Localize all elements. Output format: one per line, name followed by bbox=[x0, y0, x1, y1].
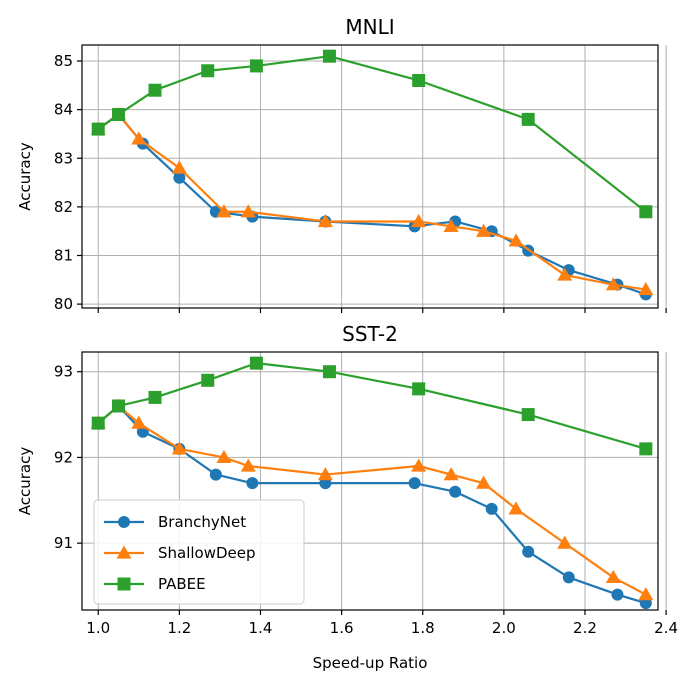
data-point-shallowdeep bbox=[605, 569, 621, 584]
data-point-shallowdeep bbox=[557, 267, 573, 281]
y-tick-label: 91 bbox=[54, 534, 73, 552]
data-point-shallowdeep bbox=[317, 213, 333, 228]
x-tick-label: 1.4 bbox=[249, 619, 273, 637]
x-axis-label: Speed-up Ratio bbox=[313, 654, 428, 672]
legend-label-shallowdeep: ShallowDeep bbox=[158, 544, 256, 562]
data-point-shallowdeep bbox=[638, 282, 654, 296]
data-point-shallowdeep bbox=[240, 458, 256, 472]
data-point-pabee bbox=[322, 49, 336, 63]
y-tick-label: 93 bbox=[54, 363, 73, 381]
legend-marker-pabee bbox=[117, 577, 131, 591]
data-point-pabee bbox=[112, 108, 126, 122]
y-axis-label: Accuracy bbox=[16, 447, 34, 516]
legend-label-branchynet: BranchyNet bbox=[158, 513, 246, 531]
y-tick-label: 82 bbox=[54, 198, 73, 216]
data-point-shallowdeep bbox=[317, 467, 333, 481]
data-point-pabee bbox=[322, 365, 336, 379]
series-line-branchynet bbox=[97, 404, 647, 605]
data-point-shallowdeep bbox=[171, 441, 187, 455]
x-tick-label: 2.0 bbox=[492, 619, 516, 637]
data-point-shallowdeep bbox=[240, 204, 256, 218]
data-point-pabee bbox=[639, 442, 653, 456]
data-point-branchynet bbox=[209, 468, 222, 481]
x-tick-label: 2.4 bbox=[654, 619, 678, 637]
data-point-branchynet bbox=[408, 477, 421, 490]
data-point-shallowdeep bbox=[171, 160, 187, 174]
data-point-branchynet bbox=[522, 545, 535, 558]
data-point-shallowdeep bbox=[411, 458, 427, 472]
data-point-pabee bbox=[521, 112, 535, 126]
data-point-pabee bbox=[148, 390, 162, 404]
data-point-shallowdeep bbox=[131, 415, 147, 429]
legend-label-pabee: PABEE bbox=[158, 575, 206, 593]
data-point-pabee bbox=[148, 83, 162, 97]
chart-title: SST-2 bbox=[342, 322, 398, 346]
data-point-pabee bbox=[112, 399, 126, 413]
y-tick-label: 85 bbox=[54, 52, 73, 70]
legend-marker-shallowdeep bbox=[116, 545, 132, 559]
chart-title: MNLI bbox=[345, 15, 394, 39]
series-line-branchynet bbox=[97, 113, 647, 296]
y-tick-label: 84 bbox=[54, 101, 73, 119]
data-point-shallowdeep bbox=[216, 449, 232, 464]
data-point-pabee bbox=[201, 373, 215, 387]
y-tick-label: 92 bbox=[54, 448, 73, 466]
data-point-shallowdeep bbox=[557, 535, 573, 549]
x-tick-label: 1.8 bbox=[411, 619, 435, 637]
data-point-pabee bbox=[201, 64, 215, 78]
series-line-pabee bbox=[97, 362, 647, 450]
data-point-branchynet bbox=[173, 171, 186, 184]
legend-marker-branchynet bbox=[118, 516, 130, 528]
x-tick-label: 1.6 bbox=[330, 619, 354, 637]
data-point-shallowdeep bbox=[411, 213, 427, 228]
data-point-branchynet bbox=[611, 588, 624, 601]
data-point-shallowdeep bbox=[443, 218, 459, 232]
x-tick-label: 1.0 bbox=[86, 619, 110, 637]
data-point-pabee bbox=[91, 122, 105, 136]
series-line-shallowdeep bbox=[97, 113, 646, 291]
plot-frame bbox=[81, 351, 659, 611]
data-point-branchynet bbox=[562, 571, 575, 584]
data-point-pabee bbox=[639, 205, 653, 219]
data-point-pabee bbox=[412, 382, 426, 396]
plot-frame bbox=[81, 44, 659, 309]
legend: BranchyNet ShallowDeep PABEE bbox=[93, 499, 305, 605]
data-point-pabee bbox=[249, 356, 263, 370]
series-line-shallowdeep bbox=[97, 404, 647, 596]
x-tick-label: 1.2 bbox=[167, 619, 191, 637]
y-tick-label: 83 bbox=[54, 149, 73, 167]
y-tick-label: 80 bbox=[54, 295, 73, 313]
legend-box bbox=[93, 499, 305, 605]
panel-2: 1.0 1.2 1.4 1.6 1.8 2.0 2.2 2.4 91 92 93 SST-2 Accur… bbox=[16, 322, 678, 672]
data-point-pabee bbox=[91, 416, 105, 430]
data-point-branchynet bbox=[485, 502, 498, 515]
data-point-shallowdeep bbox=[508, 233, 524, 247]
series-line-pabee bbox=[97, 55, 647, 213]
data-point-pabee bbox=[412, 73, 426, 87]
data-point-shallowdeep bbox=[508, 501, 524, 515]
data-point-shallowdeep bbox=[443, 467, 459, 481]
data-point-pabee bbox=[249, 59, 263, 73]
data-point-shallowdeep bbox=[476, 475, 492, 489]
data-point-shallowdeep bbox=[131, 131, 147, 145]
data-point-shallowdeep bbox=[476, 223, 492, 237]
y-tick-label: 81 bbox=[54, 246, 73, 264]
x-tick-label: 2.2 bbox=[573, 619, 597, 637]
data-point-shallowdeep bbox=[605, 277, 621, 291]
data-point-pabee bbox=[521, 408, 535, 422]
data-point-branchynet bbox=[449, 485, 462, 498]
data-point-shallowdeep bbox=[216, 204, 232, 218]
y-axis-label: Accuracy bbox=[16, 142, 34, 211]
data-point-branchynet bbox=[246, 477, 259, 490]
data-point-shallowdeep bbox=[638, 587, 654, 601]
panel-1: 80 81 82 83 84 85 MNLI Accuracy bbox=[16, 15, 667, 313]
